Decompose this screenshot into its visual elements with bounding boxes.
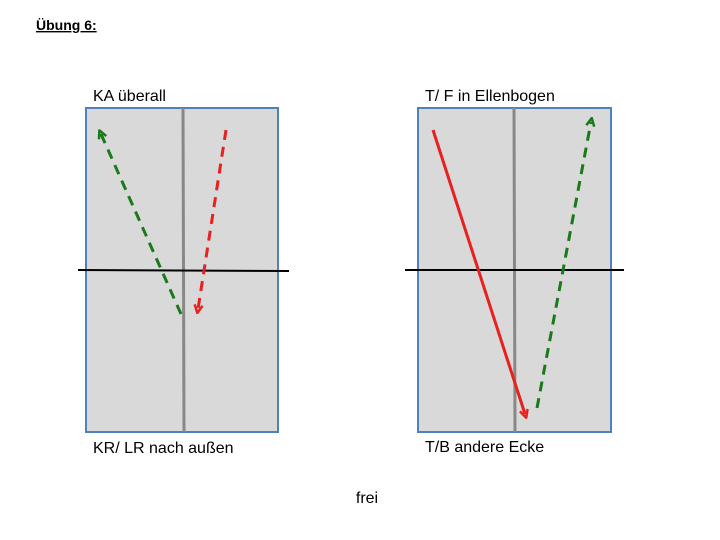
panel-label: KA überall [93,88,166,105]
arrow [535,122,591,409]
panel-label: T/B andere Ecke [425,439,544,456]
panel-label: KR/ LR nach außen [93,440,234,457]
arrow [198,129,228,309]
footer: frei [356,490,378,507]
cross-line [77,269,290,272]
title: Übung 6: [36,17,97,33]
arrow [431,129,525,414]
panel-label: T/ F in Ellenbogen [425,88,555,105]
